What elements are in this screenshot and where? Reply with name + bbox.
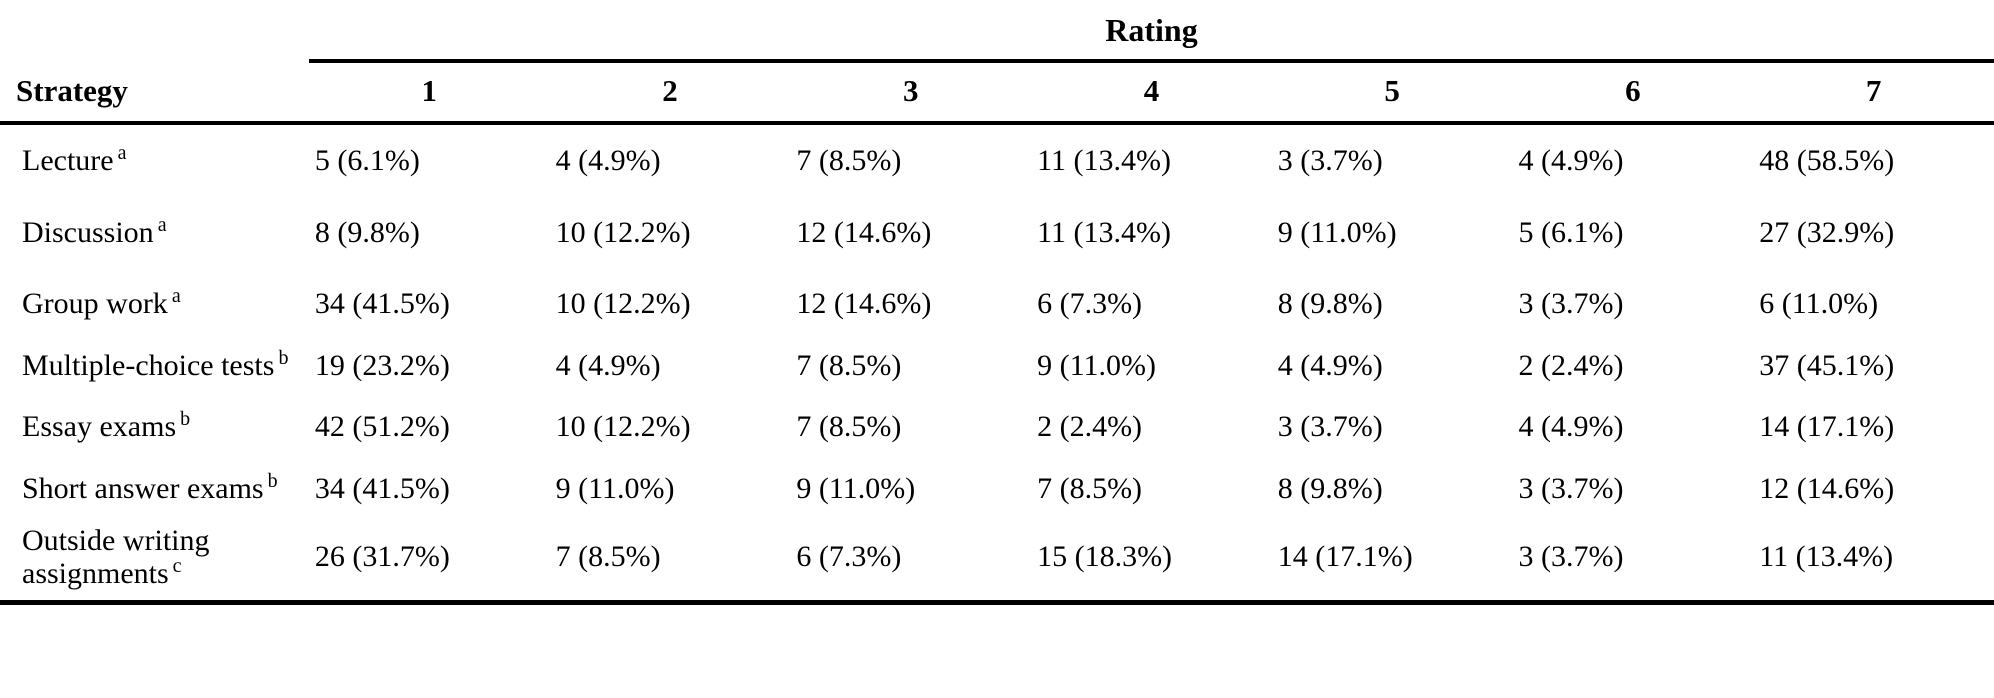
rating-cell: 14 (17.1%) (1759, 410, 1895, 444)
rating-cell: 8 (9.8%) (314, 215, 420, 249)
rating-cell: 3 (3.7%) (1277, 410, 1383, 444)
rating-cell: 4 (4.9%) (555, 348, 661, 382)
rating-cell: 10 (12.2%) (555, 215, 691, 249)
strategy-column-header: Strategy (0, 61, 309, 125)
rating-cell: 12 (14.6%) (796, 287, 932, 321)
footnote-marker: b (278, 346, 289, 369)
rating-cell: 37 (45.1%) (1759, 348, 1895, 382)
rating-cell: 8 (9.8%) (1277, 471, 1383, 505)
footnote-marker: a (171, 285, 181, 308)
rating-cell: 9 (11.0%) (1037, 348, 1156, 382)
rating-cell: 19 (23.2%) (314, 348, 450, 382)
rating-col-header-1: 1 (308, 61, 550, 125)
row-label: Discussion a (0, 197, 309, 269)
footnote-marker: a (157, 213, 167, 236)
rating-cell: 7 (8.5%) (549, 514, 791, 605)
strategy-label: Essay exams (22, 410, 177, 444)
rating-cell: 3 (3.7%) (1518, 287, 1624, 321)
strategy-label: Discussion (22, 215, 154, 249)
rating-cell: 2 (2.4%) (1518, 348, 1624, 382)
column-header-row: Strategy 1 2 3 4 5 6 7 (0, 61, 1994, 125)
rating-cell: 10 (12.2%) (555, 287, 691, 321)
rating-col-header-3: 3 (790, 61, 1032, 125)
rating-col-header-2: 2 (549, 61, 791, 125)
rating-cell: 3 (3.7%) (1518, 471, 1624, 505)
rating-cell: 4 (4.9%) (1518, 144, 1624, 177)
rating-cell: 12 (14.6%) (1759, 471, 1895, 505)
rating-cell: 14 (17.1%) (1271, 514, 1513, 605)
rating-cell: 15 (18.3%) (1031, 514, 1272, 605)
rating-span-row: Rating (0, 6, 1994, 63)
footnote-marker: a (117, 142, 127, 164)
rating-cell: 2 (2.4%) (1037, 410, 1143, 444)
rating-cell: 9 (11.0%) (796, 471, 916, 505)
footnote-marker: b (180, 408, 191, 431)
rating-cell: 27 (32.9%) (1759, 215, 1895, 249)
footnote-marker: b (267, 469, 278, 492)
table-row-short-answer-exams: Short answer exams b 34 (41.5%) 9 (11.0%)… (0, 463, 1994, 515)
rating-cell: 3 (3.7%) (1277, 144, 1383, 177)
rating-cell: 8 (9.8%) (1277, 287, 1383, 321)
rating-cell: 7 (8.5%) (796, 410, 902, 444)
strategy-label: Multiple-choice tests (22, 348, 275, 382)
rating-cell: 11 (13.4%) (1753, 514, 1994, 605)
strategy-label: Outside writing assignments (22, 523, 210, 591)
strategy-label: Lecture (22, 144, 114, 177)
rating-span-header: Rating (308, 6, 1994, 63)
rating-col-header-7: 7 (1753, 61, 1994, 125)
rating-col-header-5: 5 (1271, 61, 1513, 125)
rating-cell: 7 (8.5%) (1037, 471, 1143, 505)
rating-cell: 42 (51.2%) (314, 410, 450, 444)
rating-frequency-table: Rating Strategy 1 2 3 4 5 6 7 Lecture a 5… (0, 6, 1994, 605)
table-row-outside-writing-assignments: Outside writing assignments c 26 (31.7%) … (0, 514, 1994, 605)
rating-cell: 12 (14.6%) (796, 215, 932, 249)
rating-cell: 4 (4.9%) (1518, 410, 1624, 444)
row-label: Lecture a (0, 123, 309, 197)
row-label: Essay exams b (0, 391, 309, 463)
row-label: Group work a (0, 268, 309, 340)
row-label: Multiple-choice tests b (0, 340, 309, 392)
rating-cell: 4 (4.9%) (555, 144, 661, 177)
rating-cell: 11 (13.4%) (1037, 215, 1171, 249)
rating-cell: 6 (7.3%) (1037, 287, 1143, 321)
rating-cell: 48 (58.5%) (1759, 144, 1895, 177)
footnote-marker: c (172, 555, 182, 578)
row-label: Outside writing assignments c (0, 514, 309, 605)
rating-cell: 6 (7.3%) (790, 514, 1032, 605)
row-label: Short answer exams b (0, 463, 309, 515)
rating-cell: 5 (6.1%) (314, 144, 420, 177)
rating-cell: 5 (6.1%) (1518, 215, 1624, 249)
table-row-essay-exams: Essay exams b 42 (51.2%) 10 (12.2%) 7 (8.… (0, 391, 1994, 463)
rating-cell: 7 (8.5%) (796, 348, 902, 382)
rating-cell: 10 (12.2%) (555, 410, 691, 444)
rating-col-header-4: 4 (1031, 61, 1272, 125)
table-row-group-work: Group work a 34 (41.5%) 10 (12.2%) 12 (14… (0, 268, 1994, 340)
corner-blank (0, 6, 309, 61)
table-row-discussion: Discussion a 8 (9.8%) 10 (12.2%) 12 (14.6… (0, 197, 1994, 269)
table-row-multiple-choice-tests: Multiple-choice tests b 19 (23.2%) 4 (4.9… (0, 340, 1994, 392)
rating-col-header-6: 6 (1512, 61, 1754, 125)
rating-cell: 34 (41.5%) (314, 471, 450, 505)
strategy-label: Short answer exams (22, 471, 264, 505)
rating-cell: 11 (13.4%) (1037, 144, 1171, 177)
rating-cell: 6 (11.0%) (1759, 287, 1879, 321)
rating-cell: 34 (41.5%) (314, 287, 450, 321)
rating-cell: 4 (4.9%) (1277, 348, 1383, 382)
table-row-lecture: Lecture a 5 (6.1%) 4 (4.9%) 7 (8.5%) 11 (… (0, 123, 1994, 197)
rating-cell: 3 (3.7%) (1512, 514, 1754, 605)
strategy-label: Group work (22, 287, 168, 321)
rating-cell: 7 (8.5%) (796, 144, 902, 177)
rating-cell: 9 (11.0%) (1277, 215, 1397, 249)
rating-cell: 26 (31.7%) (308, 514, 550, 605)
rating-cell: 9 (11.0%) (555, 471, 675, 505)
